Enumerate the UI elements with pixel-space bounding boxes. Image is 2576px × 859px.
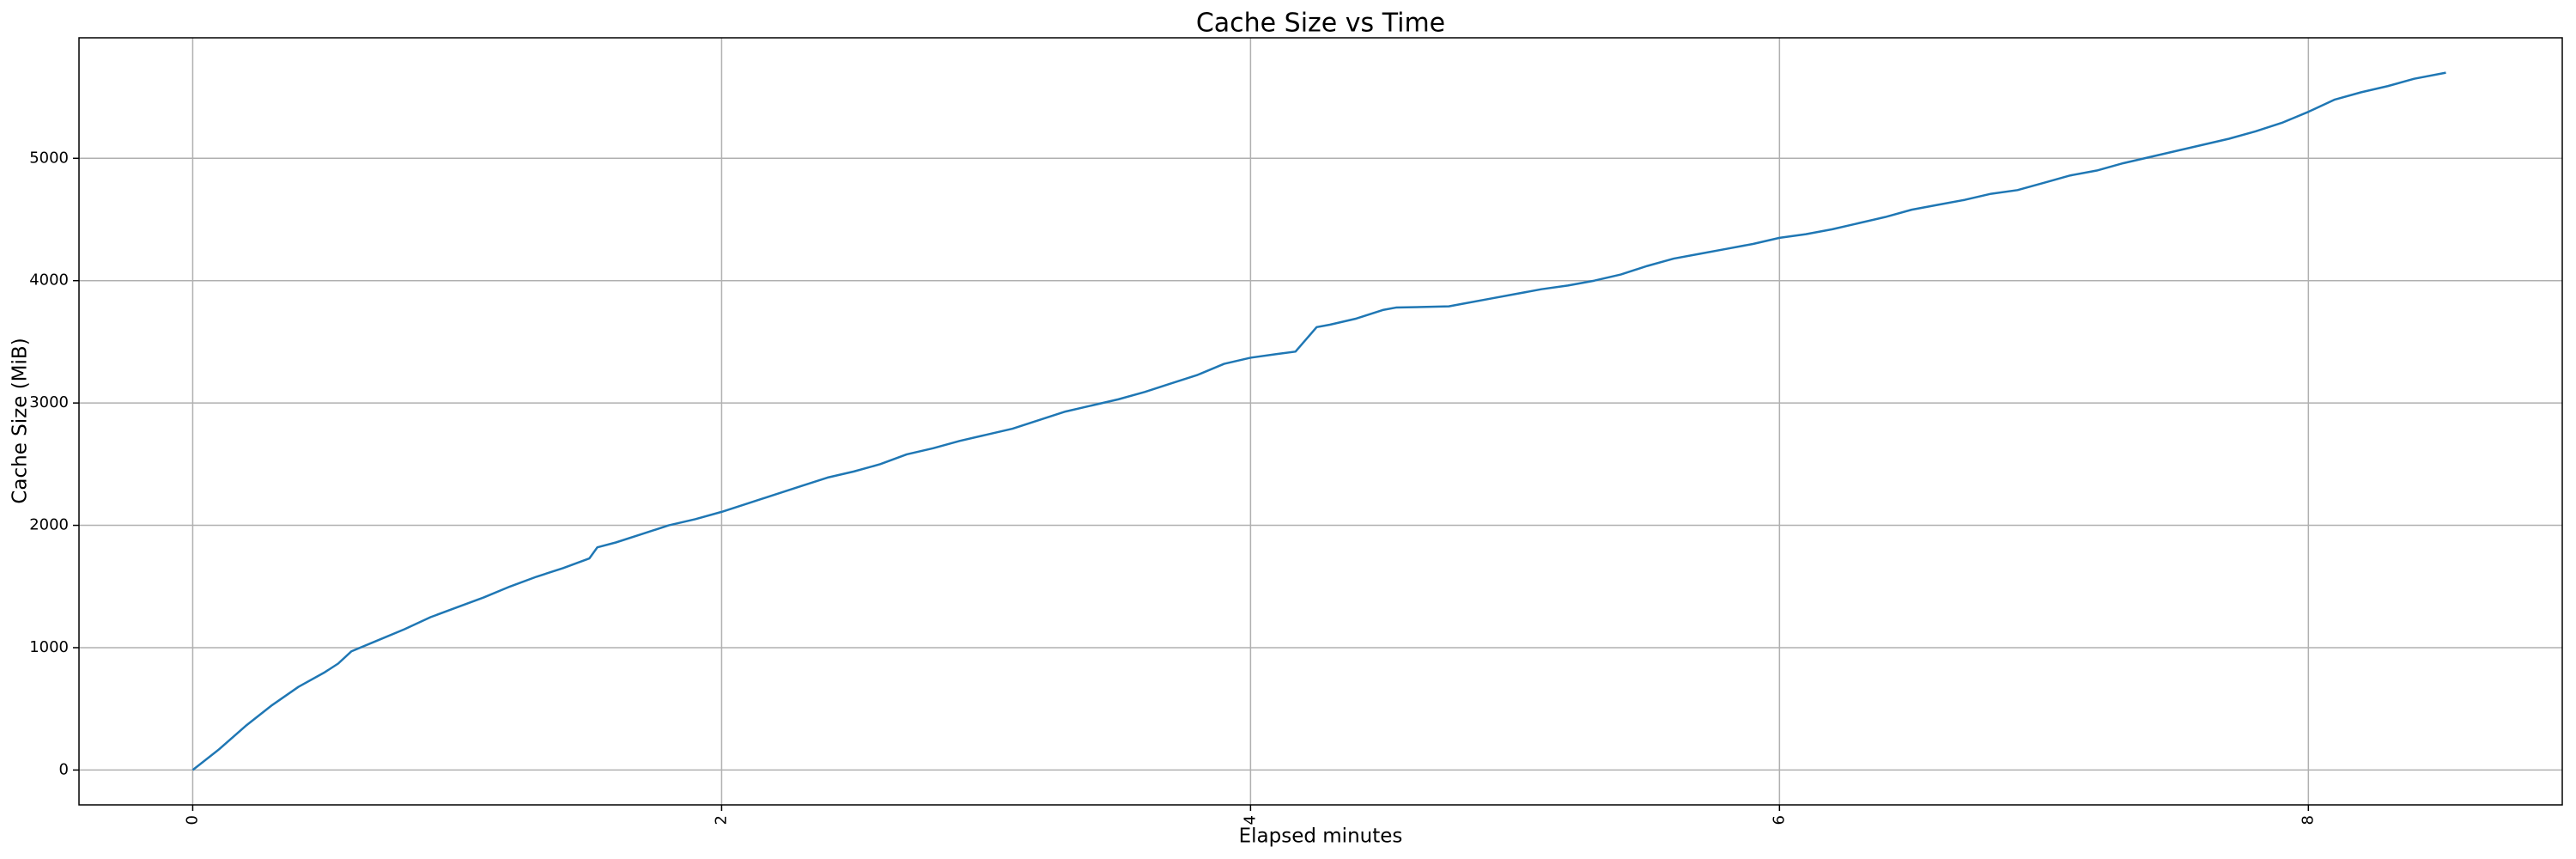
y-tick-label: 2000 — [29, 516, 69, 534]
x-tick-label: 0 — [183, 815, 201, 825]
chart-title: Cache Size vs Time — [1196, 9, 1445, 39]
y-tick-label: 3000 — [29, 393, 69, 411]
x-tick-label: 4 — [1241, 815, 1259, 825]
data-line — [191, 71, 2446, 771]
x-tick-label: 8 — [2299, 815, 2317, 825]
plot-frame — [78, 37, 2563, 806]
x-tick-label: 6 — [1770, 815, 1788, 825]
y-tick-label: 1000 — [29, 638, 69, 656]
y-tick-label: 5000 — [29, 149, 69, 167]
y-tick-label: 0 — [59, 760, 69, 778]
y-tick-label: 4000 — [29, 271, 69, 289]
x-axis-label: Elapsed minutes — [1239, 825, 1403, 848]
x-tick-label: 2 — [712, 815, 730, 825]
y-axis-label: Cache Size (MiB) — [9, 338, 32, 503]
